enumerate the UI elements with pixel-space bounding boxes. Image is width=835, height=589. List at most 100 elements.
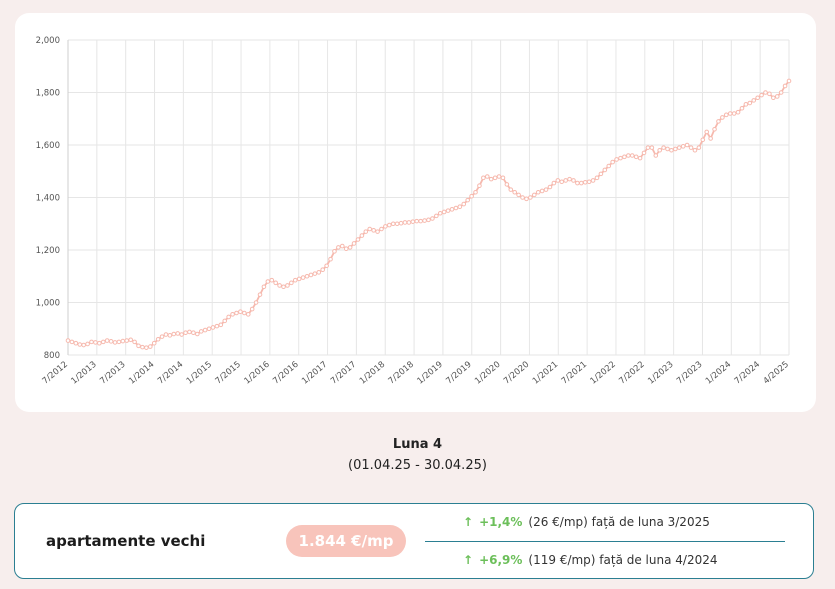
- data-point: [743, 102, 749, 107]
- data-point: [332, 249, 337, 254]
- data-point: [633, 154, 639, 160]
- data-point: [575, 180, 580, 186]
- data-point: [665, 146, 670, 152]
- data-point: [716, 119, 721, 124]
- data-point: [649, 145, 655, 150]
- data-point: [531, 192, 537, 198]
- data-point: [559, 179, 565, 185]
- data-point: [198, 329, 204, 334]
- data-point: [93, 340, 98, 345]
- data-point: [77, 342, 83, 347]
- data-point: [112, 340, 118, 345]
- x-tick-label: 7/2020: [502, 360, 531, 387]
- series-line: [67, 80, 790, 349]
- price-summary-card: apartamente vechi 1.844 €/mp ↑ +1,4% (26 €…: [14, 503, 814, 579]
- data-point: [727, 111, 733, 116]
- data-point: [375, 229, 380, 234]
- data-point: [104, 338, 110, 343]
- data-point: [355, 237, 361, 242]
- data-point: [445, 208, 451, 213]
- x-tick-label: 1/2017: [300, 360, 329, 387]
- period-range: (01.04.25 - 30.04.25): [348, 458, 487, 473]
- data-point: [242, 310, 247, 316]
- data-point: [441, 209, 447, 215]
- x-tick-label: 1/2024: [704, 360, 733, 387]
- data-point: [637, 155, 643, 161]
- data-point: [669, 147, 674, 153]
- data-point: [379, 226, 384, 232]
- data-point: [461, 201, 467, 207]
- data-point: [390, 221, 396, 227]
- data-point: [606, 163, 612, 169]
- data-point: [183, 330, 188, 335]
- data-point: [65, 338, 71, 343]
- data-point: [191, 330, 196, 335]
- data-point: [449, 207, 455, 212]
- data-point: [108, 339, 114, 344]
- data-point: [598, 171, 604, 177]
- data-point: [700, 137, 706, 143]
- data-point: [778, 90, 784, 95]
- data-point: [316, 270, 322, 275]
- data-point: [328, 256, 333, 262]
- data-point: [590, 178, 596, 183]
- x-tick-label: 4/2025: [762, 360, 791, 387]
- data-point: [187, 329, 192, 335]
- data-point: [457, 204, 463, 209]
- data-point: [543, 187, 549, 192]
- data-point: [167, 333, 173, 338]
- data-point: [140, 344, 145, 350]
- data-point: [547, 184, 553, 190]
- x-tick-label: 7/2018: [387, 360, 416, 387]
- data-point: [383, 224, 388, 229]
- x-tick-label: 7/2016: [271, 360, 300, 387]
- period-month: Luna 4: [392, 437, 443, 452]
- data-point: [453, 205, 459, 211]
- data-point: [712, 126, 717, 132]
- data-point: [277, 283, 282, 288]
- data-point: [708, 136, 713, 141]
- data-point: [320, 267, 326, 272]
- data-point: [653, 153, 659, 158]
- x-tick-label: 1/2023: [646, 360, 675, 387]
- yearly-change-pct: +6,9%: [479, 553, 523, 567]
- monthly-change-pct: +1,4%: [479, 515, 523, 529]
- x-tick-label: 7/2017: [329, 360, 358, 387]
- data-point: [516, 192, 521, 198]
- data-point: [226, 314, 231, 320]
- x-tick-label: 7/2023: [675, 360, 704, 387]
- data-point: [144, 345, 149, 350]
- data-point: [434, 213, 439, 219]
- data-point: [89, 339, 94, 345]
- data-point: [763, 90, 768, 95]
- x-tick-label: 7/2022: [617, 360, 646, 387]
- y-tick-label: 1,600: [36, 141, 60, 151]
- data-point: [524, 196, 529, 202]
- data-point: [614, 157, 619, 162]
- data-point: [680, 144, 686, 149]
- data-point: [567, 176, 572, 182]
- y-tick-label: 2,000: [36, 36, 60, 46]
- data-point: [406, 220, 412, 225]
- x-tick-label: 1/2016: [242, 360, 271, 387]
- data-point: [414, 218, 420, 224]
- data-point: [767, 91, 772, 97]
- data-point: [771, 95, 776, 101]
- yearly-change-row: ↑ +6,9% (119 €/mp) față de luna 4/2024: [463, 553, 717, 567]
- data-point: [626, 153, 631, 158]
- data-point: [622, 154, 627, 160]
- price-chart-card: 800 1,000 1,200 1,400 1,600 1,800 2,000 7/2012 1…: [15, 13, 816, 412]
- data-point: [418, 218, 423, 224]
- x-tick-label: 1/2022: [589, 360, 618, 387]
- x-tick-label: 1/2020: [473, 360, 502, 387]
- data-point: [324, 263, 329, 269]
- data-point: [312, 271, 318, 276]
- data-point: [210, 325, 216, 330]
- x-tick-label: 1/2019: [416, 360, 445, 387]
- data-point: [786, 78, 792, 84]
- data-point: [731, 111, 737, 116]
- monthly-change-text: (26 €/mp) față de luna 3/2025: [528, 515, 710, 529]
- data-point: [555, 178, 561, 183]
- data-point: [657, 147, 662, 153]
